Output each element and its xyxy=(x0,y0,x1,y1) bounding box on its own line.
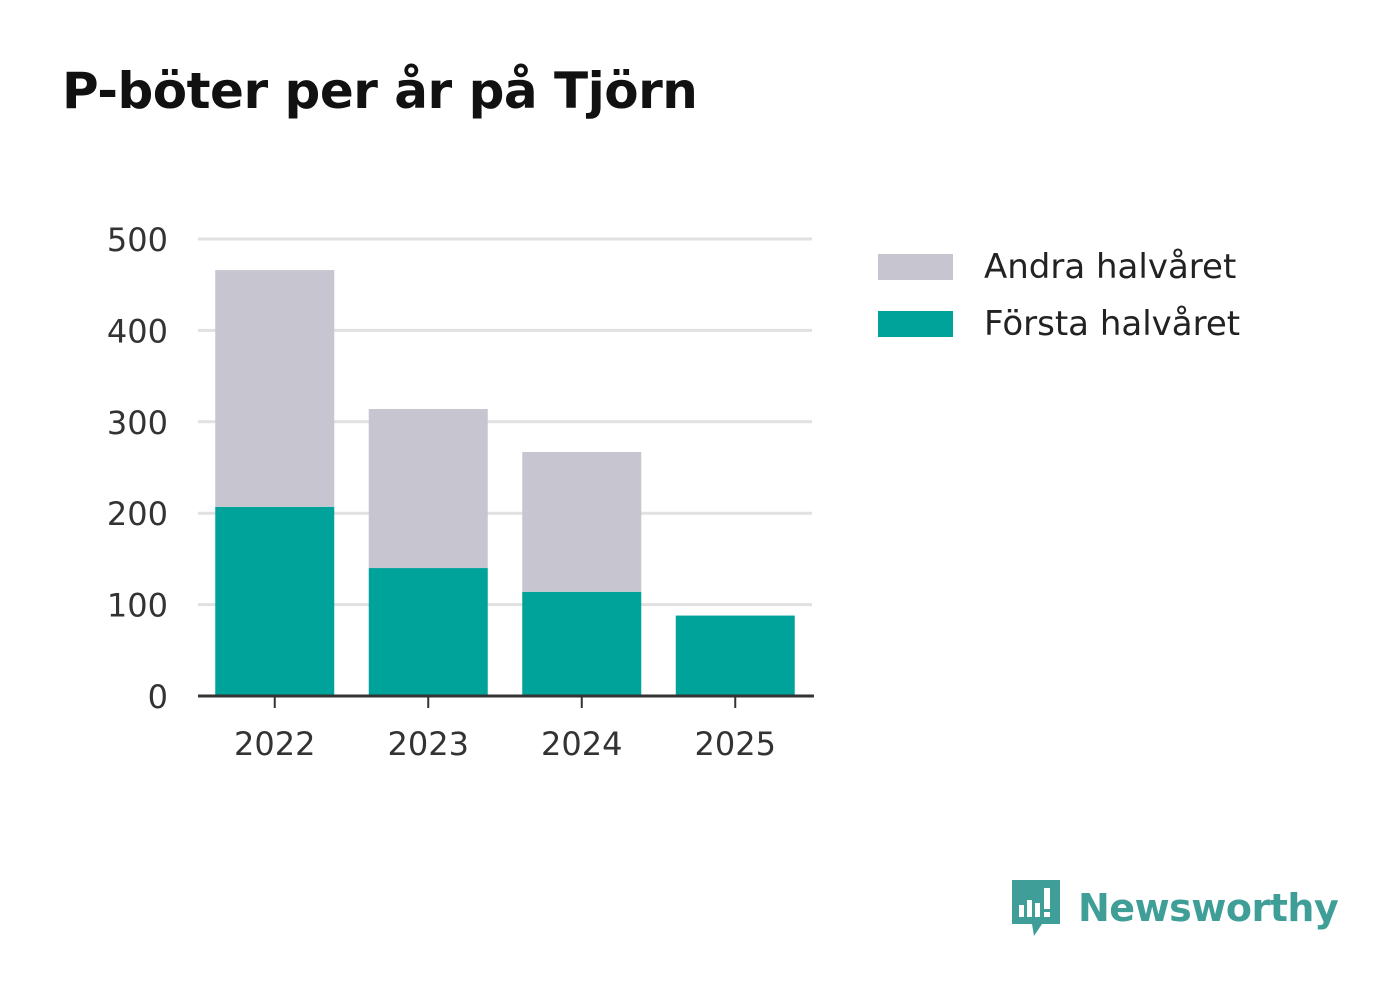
brand-name: Newsworthy xyxy=(1078,886,1339,930)
bar-2024-andra xyxy=(522,451,642,592)
bar-2023-forsta xyxy=(368,568,488,696)
y-tick-label-200: 200 xyxy=(107,495,168,533)
newsworthy-brand: Newsworthy xyxy=(1010,878,1339,938)
bar-2023-andra xyxy=(368,409,488,569)
legend-item-andra: Andra halvåret xyxy=(878,238,1240,295)
y-tick-label-0: 0 xyxy=(148,678,168,716)
legend-swatch-forsta xyxy=(878,310,953,337)
bar-2022-andra xyxy=(215,270,335,507)
x-tick-label-2022: 2022 xyxy=(234,725,315,763)
bar-2024-forsta xyxy=(522,591,642,696)
chart-title: P-böter per år på Tjörn xyxy=(62,62,698,120)
x-axis-ticks: 2022 2023 2024 2025 xyxy=(234,696,776,763)
y-axis-ticks: 0 100 200 300 400 500 xyxy=(107,221,168,716)
bar-2022-forsta xyxy=(215,506,335,696)
legend-swatch-andra xyxy=(878,253,953,280)
x-tick-label-2025: 2025 xyxy=(695,725,776,763)
bars xyxy=(215,270,795,696)
newsworthy-logo-icon xyxy=(1012,880,1060,936)
bar-2025-forsta xyxy=(675,615,795,696)
y-tick-label-400: 400 xyxy=(107,312,168,350)
legend: Andra halvåret Första halvåret xyxy=(878,238,1240,352)
y-tick-label-100: 100 xyxy=(107,587,168,625)
legend-item-forsta: Första halvåret xyxy=(878,295,1240,352)
legend-label-forsta: Första halvåret xyxy=(984,303,1241,344)
y-tick-label-500: 500 xyxy=(107,221,168,259)
x-tick-label-2023: 2023 xyxy=(388,725,469,763)
x-tick-label-2024: 2024 xyxy=(541,725,622,763)
y-tick-label-300: 300 xyxy=(107,404,168,442)
legend-label-andra: Andra halvåret xyxy=(984,246,1237,287)
